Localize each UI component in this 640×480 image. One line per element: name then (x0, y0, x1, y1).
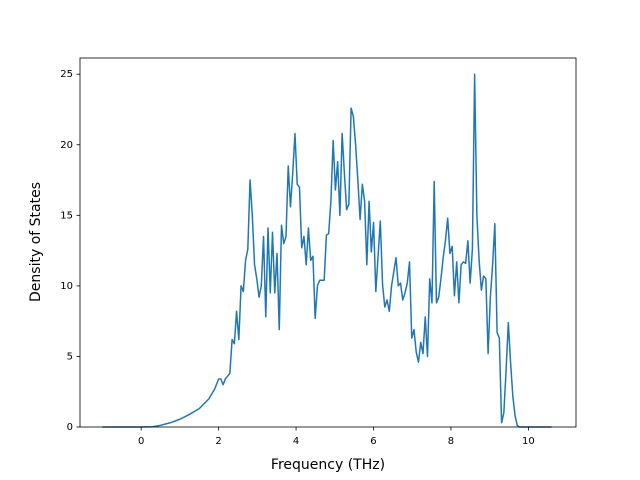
x-tick-label: 4 (293, 436, 299, 447)
y-axis-label: Density of States (28, 182, 44, 302)
x-tick-label: 0 (138, 436, 144, 447)
x-tick-label: 2 (215, 436, 221, 447)
y-tick-label: 20 (60, 140, 73, 151)
data-line (102, 73, 552, 428)
y-tick-label: 10 (60, 281, 73, 292)
x-tick-label: 6 (370, 436, 376, 447)
axes-frame (79, 57, 577, 428)
x-tick-label: 10 (522, 436, 535, 447)
plot-area (102, 73, 552, 428)
y-tick-label: 5 (67, 351, 73, 362)
x-tick-label: 8 (448, 436, 454, 447)
y-tick-label: 0 (67, 422, 73, 433)
y-tick-label: 25 (60, 69, 73, 80)
y-tick-label: 15 (60, 210, 73, 221)
x-axis-label: Frequency (THz) (271, 457, 385, 473)
